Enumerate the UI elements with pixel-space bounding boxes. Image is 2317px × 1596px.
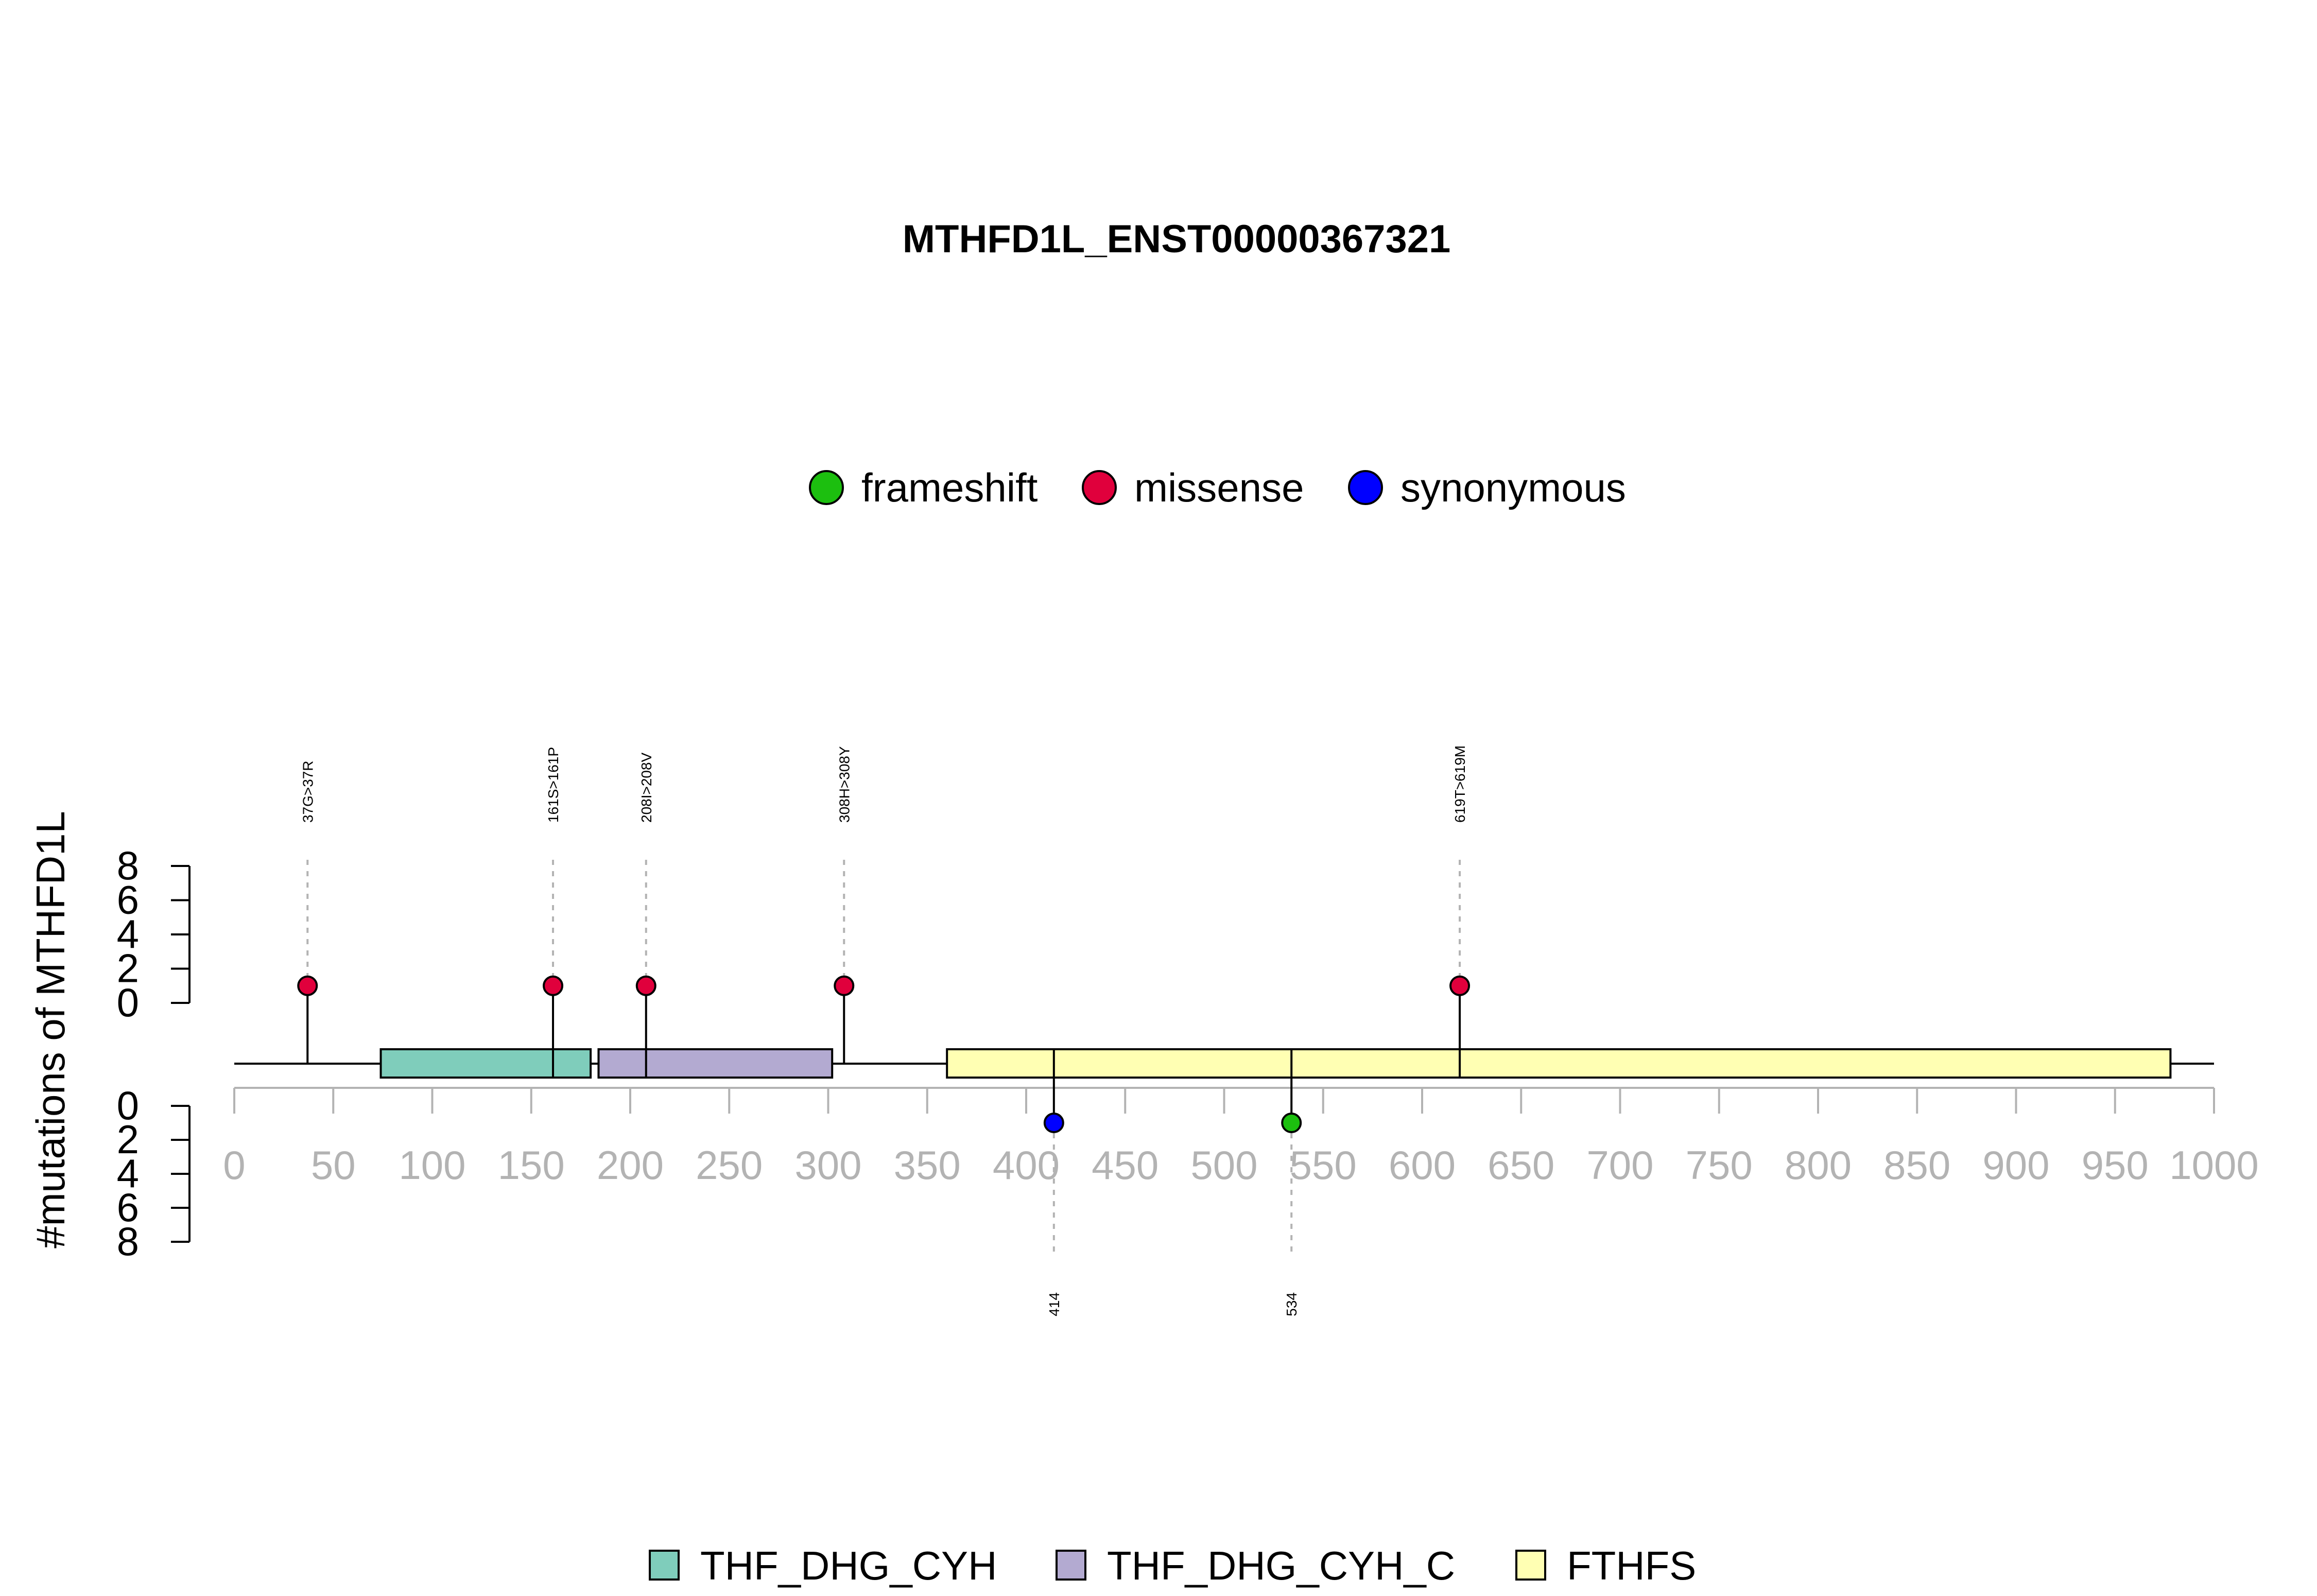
mutation-head-missense — [1449, 975, 1471, 996]
domain-legend-swatch — [1056, 1550, 1086, 1581]
upper-y-axis-tick-label: 6 — [117, 877, 139, 923]
mutation-head-synonymous — [1043, 1113, 1064, 1133]
x-axis-tick-label: 250 — [696, 1142, 763, 1188]
domain-legend-swatch — [649, 1550, 680, 1581]
upper-y-axis-tick-label: 0 — [117, 980, 139, 1025]
x-axis-tick-label: 150 — [498, 1142, 565, 1188]
x-axis-tick-label: 1000 — [2169, 1142, 2259, 1188]
mutation-head-missense — [543, 975, 564, 996]
legend-label: missense — [1134, 465, 1304, 510]
mutation-label: 414 — [1046, 1292, 1062, 1316]
x-axis-tick-label: 400 — [993, 1142, 1060, 1188]
x-axis-tick-label: 850 — [1883, 1142, 1950, 1188]
legend-label: frameshift — [861, 465, 1038, 510]
x-axis-tick-label: 950 — [2082, 1142, 2149, 1188]
mutation-head-missense — [635, 975, 656, 996]
domain-fthfs — [946, 1048, 2172, 1079]
legend-item-missense: missense — [1082, 465, 1304, 510]
lower-y-axis-tick-label: 0 — [117, 1083, 139, 1128]
mutation-head-missense — [834, 975, 855, 996]
mutation-label: 37G>37R — [300, 760, 316, 823]
chart-title: MTHFD1L_ENST00000367321 — [903, 217, 1451, 261]
x-axis-tick-label: 200 — [597, 1142, 664, 1188]
x-axis-tick-label: 450 — [1092, 1142, 1158, 1188]
domain-legend-item: FTHFS — [1515, 1543, 1696, 1588]
mutations: 37G>37R 161S>161P 208I>208V 308H>308Y 619T>6… — [297, 745, 1471, 1316]
x-axis: 0 50 100 150 200 250 300 350 400 450 500 550 600 650 7… — [223, 1087, 2259, 1188]
mutation-head-missense — [297, 975, 318, 996]
domain-legend-item: THF_DHG_CYH — [649, 1543, 997, 1588]
lower-y-axis-tick-label: 2 — [117, 1117, 139, 1162]
x-axis-tick-label: 100 — [399, 1142, 465, 1188]
mutation-legend: frameshift missense synonymous — [809, 465, 1626, 510]
upper-y-axis-tick-label: 2 — [117, 946, 139, 991]
legend-label: synonymous — [1400, 465, 1626, 510]
lower-y-axis-tick-label: 4 — [117, 1151, 139, 1196]
upper-y-axis-tick-label: 4 — [117, 911, 139, 957]
mutation-label: 534 — [1284, 1292, 1300, 1316]
legend-marker — [1348, 470, 1383, 505]
legend-item-frameshift: frameshift — [809, 465, 1038, 510]
domain-legend-swatch — [1515, 1550, 1546, 1581]
x-axis-tick-label: 300 — [794, 1142, 861, 1188]
domain-legend: THF_DHG_CYH THF_DHG_CYH_C FTHFS — [649, 1543, 1696, 1588]
x-axis-tick-label: 900 — [1982, 1142, 2049, 1188]
domain-thf-dhg-cyh-c — [597, 1048, 834, 1079]
x-axis-tick-label: 350 — [894, 1142, 961, 1188]
x-axis-tick-label: 750 — [1686, 1142, 1753, 1188]
legend-marker — [1082, 470, 1117, 505]
upper-y-axis-tick-label: 8 — [117, 843, 139, 888]
legend-marker — [809, 470, 844, 505]
x-axis-tick-label: 650 — [1488, 1142, 1554, 1188]
domain-legend-label: THF_DHG_CYH — [700, 1543, 997, 1588]
y-axis-label: #mutations of MTHFD1L — [28, 811, 73, 1248]
lower-y-axis-tick-label: 8 — [117, 1219, 139, 1264]
legend-item-synonymous: synonymous — [1348, 465, 1626, 510]
domain-thf-dhg-cyh — [379, 1048, 592, 1079]
domain-legend-item: THF_DHG_CYH_C — [1056, 1543, 1455, 1588]
x-axis-tick-label: 800 — [1785, 1142, 1852, 1188]
mutation-label: 619T>619M — [1452, 745, 1468, 823]
x-axis-tick-label: 0 — [223, 1142, 245, 1188]
mutation-label: 161S>161P — [545, 747, 561, 823]
x-axis-tick-label: 500 — [1190, 1142, 1257, 1188]
mutation-head-frameshift — [1281, 1113, 1302, 1133]
domain-legend-label: FTHFS — [1567, 1543, 1696, 1588]
x-axis-tick-label: 700 — [1586, 1142, 1653, 1188]
domain-legend-label: THF_DHG_CYH_C — [1107, 1543, 1455, 1588]
x-axis-tick-label: 600 — [1389, 1142, 1456, 1188]
mutation-label: 308H>308Y — [836, 746, 852, 823]
mutation-stems-over — [552, 1048, 1461, 1079]
domains — [379, 1048, 2172, 1079]
mutation-label: 208I>208V — [638, 752, 654, 823]
x-axis-tick-label: 550 — [1290, 1142, 1357, 1188]
lower-y-axis-tick-label: 6 — [117, 1185, 139, 1230]
x-axis-tick-label: 50 — [311, 1142, 356, 1188]
